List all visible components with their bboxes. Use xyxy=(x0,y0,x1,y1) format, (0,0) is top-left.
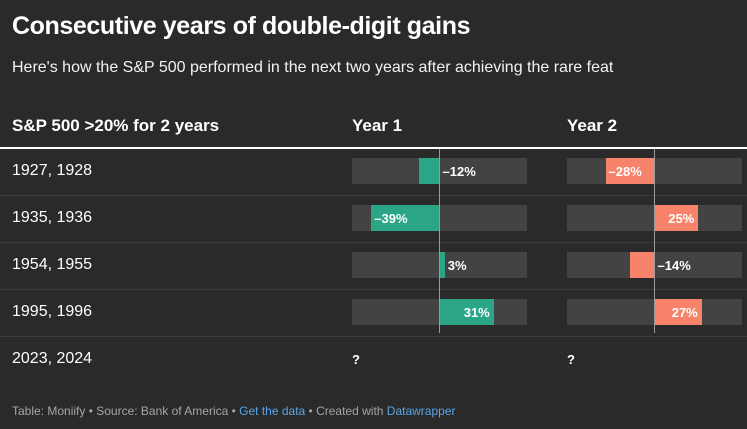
table-row: 1935, 1936 –39% 25% xyxy=(0,196,747,243)
chart-subtitle: Here's how the S&P 500 performed in the … xyxy=(12,59,614,76)
header-divider xyxy=(0,147,747,149)
value-label: 27% xyxy=(671,305,698,320)
unknown-value: ? xyxy=(567,352,575,367)
row-label: 1935, 1936 xyxy=(12,209,93,226)
table-row: 1954, 1955 3% –14% xyxy=(0,243,747,290)
value-label: –12% xyxy=(442,164,476,179)
footer-created-with: • Created with xyxy=(305,404,387,418)
bar-negative xyxy=(371,205,440,231)
bar-cell-year-2: ? xyxy=(567,346,742,372)
zero-line-year-2 xyxy=(654,149,655,333)
row-label: 1954, 1955 xyxy=(12,256,93,273)
bar-negative xyxy=(418,158,440,184)
zero-line-year-1 xyxy=(439,149,440,333)
bar-positive xyxy=(654,299,702,325)
footer: Table: Moniify • Source: Bank of America… xyxy=(12,404,456,418)
table-row: 1995, 1996 31% 27% xyxy=(0,290,747,337)
row-label: 2023, 2024 xyxy=(12,350,93,367)
row-label: 1927, 1928 xyxy=(12,162,93,179)
footer-source: Table: Moniify • Source: Bank of America… xyxy=(12,404,240,418)
get-the-data-link[interactable]: Get the data xyxy=(239,404,306,418)
bar-positive xyxy=(654,205,699,231)
chart-title: Consecutive years of double-digit gains xyxy=(12,12,471,40)
datawrapper-link[interactable]: Datawrapper xyxy=(386,404,456,418)
column-header-year-1: Year 1 xyxy=(352,116,403,135)
value-label: –28% xyxy=(608,164,642,179)
row-label: 1995, 1996 xyxy=(12,303,93,320)
bar-negative xyxy=(630,252,655,278)
bar-negative xyxy=(605,158,655,184)
value-label: 25% xyxy=(668,211,695,226)
value-label: –39% xyxy=(374,211,408,226)
value-label: 3% xyxy=(447,258,467,273)
column-header-year-2: Year 2 xyxy=(567,116,618,135)
table-body: 1927, 1928 –12% –28% 1935, 1936 –39% 25% 1954,… xyxy=(0,149,747,383)
bar-cell-year-1: ? xyxy=(352,346,527,372)
bar-positive xyxy=(439,252,445,278)
table-row: 2023, 2024?? xyxy=(0,337,747,383)
value-label: –14% xyxy=(657,258,691,273)
bar-positive xyxy=(439,299,494,325)
value-label: 31% xyxy=(463,305,490,320)
unknown-value: ? xyxy=(352,352,360,367)
column-header-period: S&P 500 >20% for 2 years xyxy=(12,116,220,135)
table-row: 1927, 1928 –12% –28% xyxy=(0,149,747,196)
